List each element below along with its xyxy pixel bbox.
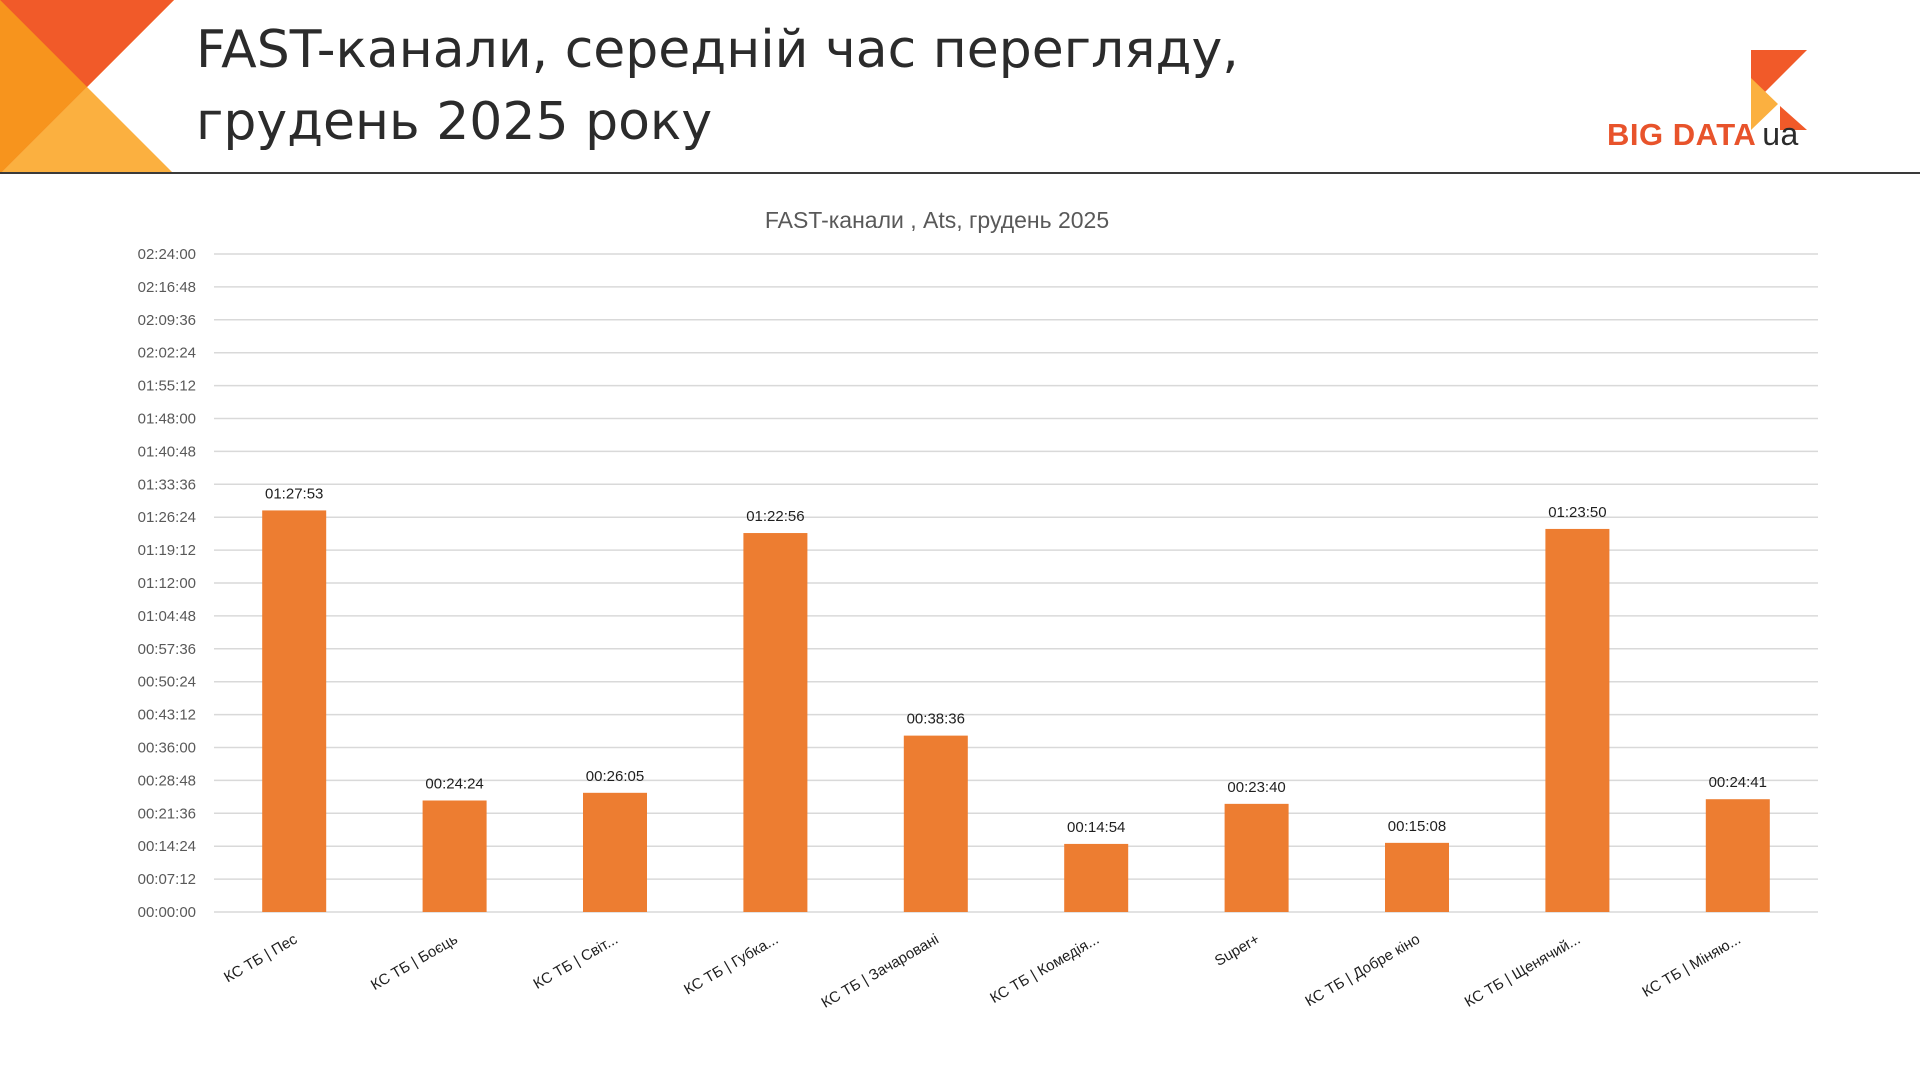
brand-logo-mark [1751,50,1807,130]
x-tick-label: КС ТБ | Добре кіно [1302,931,1423,1010]
y-tick-label: 01:33:36 [138,476,196,493]
x-tick-label: КС ТБ | Комедія... [987,931,1102,1007]
data-labels: 01:27:53 00:24:24 00:26:05 01:22:56 00:38:36… [265,485,1767,835]
y-tick-label: 00:07:12 [138,871,196,888]
bar [903,735,968,912]
y-tick-label: 01:12:00 [138,575,196,592]
y-tick-label: 00:50:24 [138,674,196,691]
bars [262,510,1770,912]
data-label: 00:38:36 [907,711,965,728]
x-tick-label: КС ТБ | Міняю... [1639,931,1743,1001]
y-tick-label: 00:43:12 [138,707,196,724]
data-label: 00:26:05 [586,768,644,785]
x-tick-label: КС ТБ | Боєць [368,931,461,994]
bar [1385,842,1449,912]
corner-decoration [0,0,174,174]
logo-suffix: ua [1762,116,1799,152]
logo-brand: BIG DATA [1607,117,1757,152]
y-tick-label: 01:26:24 [138,509,196,526]
bar [1224,803,1289,912]
data-label: 01:27:53 [265,485,323,502]
y-tick-label: 02:16:48 [138,279,196,296]
bar-chart: FAST-канали , Ats, грудень 2025 00:00:00… [138,207,1818,1012]
bar [1064,843,1129,912]
data-label: 00:15:08 [1388,818,1446,835]
bar [422,800,487,912]
x-tick-label: КС ТБ | Зачаровані [819,931,942,1012]
data-label: 00:23:40 [1227,779,1285,796]
bar [262,510,327,912]
y-tick-label: 00:28:48 [138,772,196,789]
y-tick-label: 01:55:12 [138,378,196,395]
header-divider [0,172,1920,174]
y-tick-label: 01:40:48 [138,443,196,460]
x-tick-label: КС ТБ | Світ... [531,931,621,993]
data-label: 00:24:41 [1709,774,1767,791]
data-label: 00:24:24 [425,776,483,793]
page-title: FAST-канали, середній час перегляду, гру… [196,14,1496,158]
x-tick-label: КС ТБ | Губка... [681,931,781,999]
y-tick-label: 00:00:00 [138,904,196,921]
chart-title: FAST-канали , Ats, грудень 2025 [765,207,1109,233]
x-tick-label: Super+ [1212,931,1263,970]
y-tick-label: 02:02:24 [138,345,196,362]
y-tick-label: 01:48:00 [138,411,196,428]
x-tick-label: КС ТБ | Щенячий... [1462,931,1584,1011]
data-label: 01:23:50 [1548,504,1606,521]
y-tick-label: 02:24:00 [138,246,196,263]
data-label: 00:14:54 [1067,819,1125,836]
y-tick-label: 00:21:36 [138,805,196,822]
y-tick-label: 01:19:12 [138,542,196,559]
page-title-line2: грудень 2025 року [196,92,713,152]
bar [583,792,647,912]
y-tick-label: 00:14:24 [138,838,196,855]
bar [1545,528,1610,912]
bar [743,533,808,912]
x-tick-label: КС ТБ | Пес [221,930,300,986]
brand-logo-text: BIG DATA ua [1607,116,1799,153]
x-axis-ticks: КС ТБ | Пес КС ТБ | Боєць КС ТБ | Світ... К… [221,930,1744,1011]
y-axis-ticks: 00:00:00 00:07:12 00:14:24 00:21:36 00:28:48… [138,246,196,921]
data-label: 01:22:56 [746,508,804,525]
y-tick-label: 02:09:36 [138,312,196,329]
y-tick-label: 00:57:36 [138,641,196,658]
bar [1705,799,1770,912]
y-tick-label: 00:36:00 [138,740,196,757]
y-tick-label: 01:04:48 [138,608,196,625]
page-title-line1: FAST-канали, середній час перегляду, [196,20,1239,80]
